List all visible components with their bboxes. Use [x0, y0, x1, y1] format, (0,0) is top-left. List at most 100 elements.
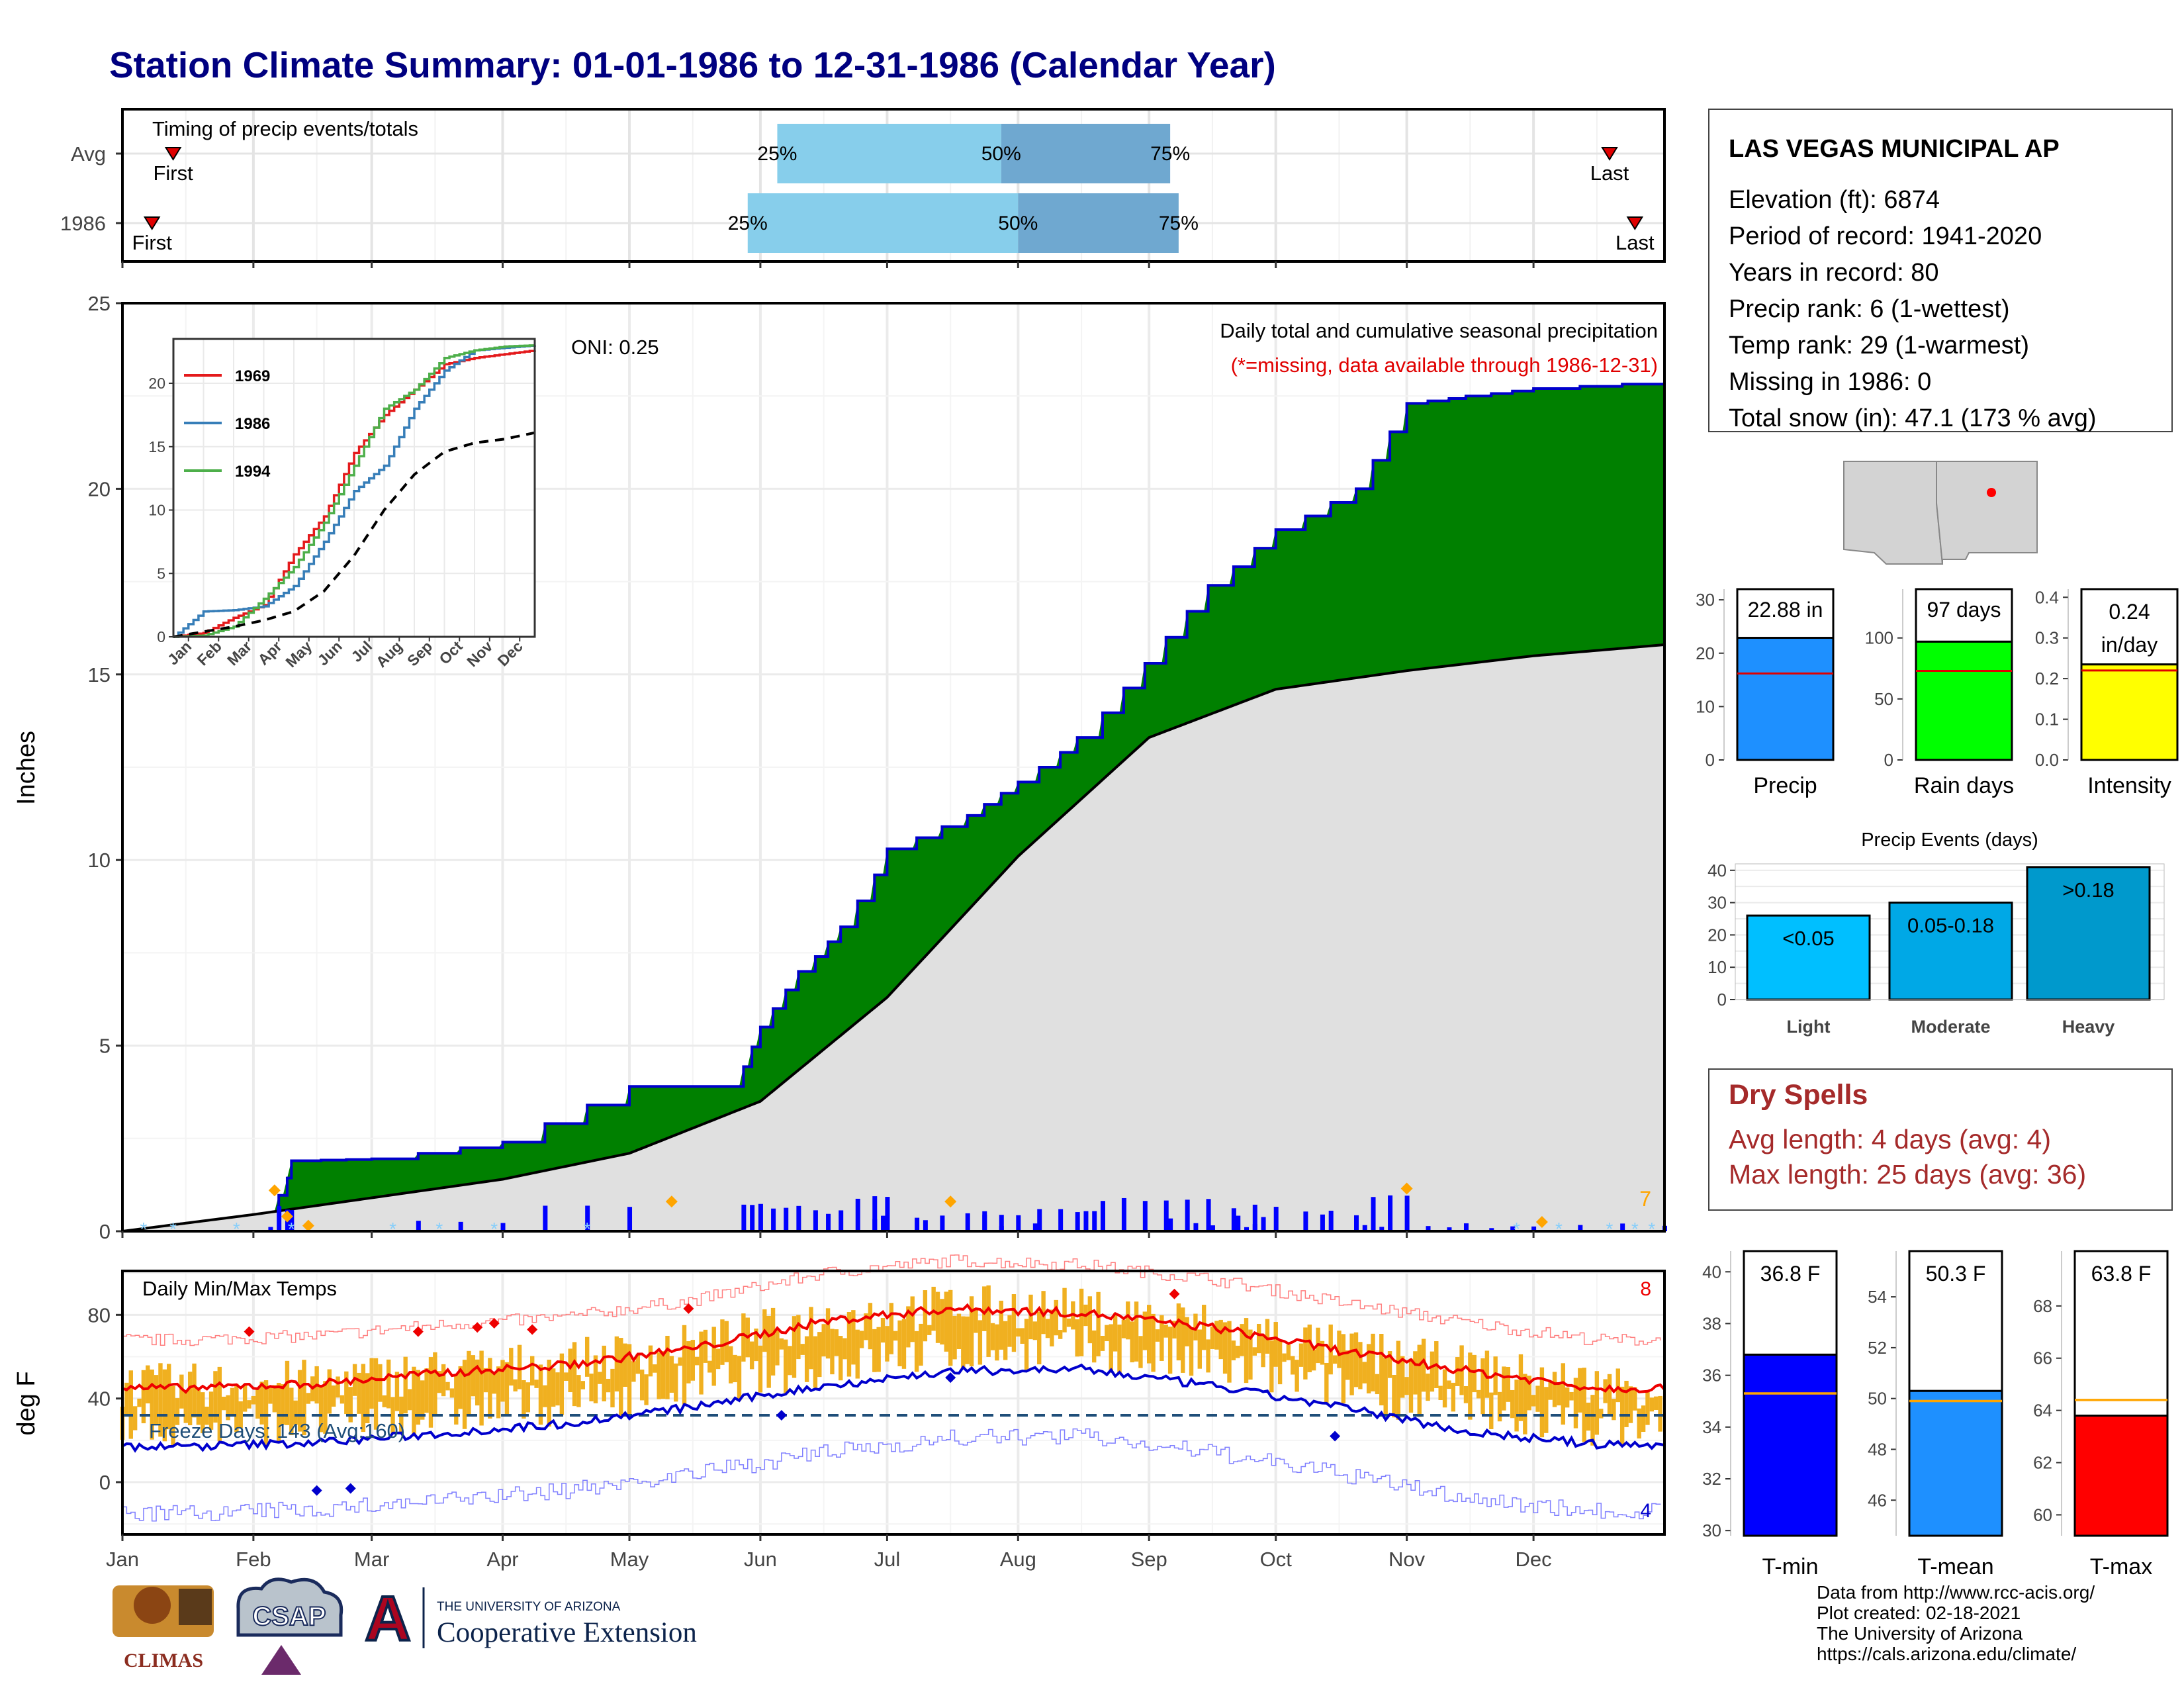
dry-spells-line: Max length: 25 days (avg: 36) [1729, 1159, 2086, 1190]
normal-max-line [122, 1303, 1666, 1394]
daily-precip-bar [758, 1203, 763, 1231]
ua-a-logo-bg [367, 1585, 408, 1644]
daily-temp-bar [293, 1400, 298, 1425]
temp-bar-headroom [2073, 1250, 2169, 1417]
daily-temp-bar [1181, 1307, 1185, 1373]
heavy-event-marker [302, 1219, 314, 1232]
snow-marker: * [1555, 1219, 1563, 1239]
daily-temp-bar [1569, 1391, 1574, 1401]
daily-temp-bar [1594, 1371, 1600, 1435]
daily-temp-bar [344, 1371, 349, 1415]
daily-temp-bar [1037, 1311, 1042, 1365]
daily-precip-bar [1620, 1223, 1625, 1231]
daily-temp-bar [796, 1315, 801, 1360]
dry-spells-title: Dry Spells [1729, 1079, 1868, 1111]
summary-bar-headroom [1736, 588, 1835, 639]
daily-precip-bar [1273, 1207, 1279, 1231]
daily-precip-bar [1236, 1215, 1241, 1231]
daily-temp-bar [1286, 1344, 1291, 1360]
daily-temp-bar [1599, 1409, 1604, 1419]
precip-missing-note: (*=missing, data available through 1986-… [1231, 353, 1658, 377]
daily-temp-bar [1210, 1326, 1215, 1349]
dry-spells-line: Avg length: 4 days (avg: 4) [1729, 1124, 2051, 1154]
temp-bar-headroom [1908, 1250, 2003, 1392]
daily-precip-bar [1252, 1224, 1257, 1231]
summary-value-bar [1736, 637, 1835, 761]
daily-temp-bar [428, 1357, 433, 1428]
precip-events-y-tick-label: 40 [1707, 861, 1727, 880]
y-tick-label: 25 [88, 292, 111, 315]
daily-temp-bar [420, 1380, 425, 1420]
temp-panel-title: Daily Min/Max Temps [142, 1277, 337, 1300]
daily-temp-bar [1054, 1299, 1058, 1336]
daily-temp-bar [876, 1327, 881, 1372]
daily-temp-bar [390, 1397, 395, 1433]
daily-temp-bar [1379, 1334, 1384, 1406]
daily-temp-bar [263, 1380, 269, 1446]
daily-temp-bar [1561, 1363, 1565, 1425]
month-tick-label: Sep [1131, 1548, 1167, 1571]
precip-events-frame [1735, 863, 2165, 1000]
daily-precip-bar [1447, 1227, 1452, 1231]
daily-temp-bar [1273, 1322, 1278, 1367]
daily-temp-bar [686, 1341, 691, 1383]
heavy-event-marker [1400, 1182, 1413, 1195]
daily-precip-bar [940, 1215, 945, 1231]
daily-temp-bar [1277, 1340, 1283, 1385]
daily-temp-bar [1371, 1333, 1375, 1391]
daily-temp-bar [602, 1345, 606, 1401]
daily-temp-bar [1366, 1344, 1371, 1393]
daily-temp-bar [1353, 1332, 1359, 1387]
daily-temp-bar [1392, 1375, 1396, 1418]
oni-label: ONI: 0.25 [571, 336, 659, 359]
daily-temp-bar [378, 1364, 383, 1402]
daily-temp-bar [1349, 1333, 1354, 1395]
daily-temp-bar [678, 1357, 682, 1366]
daily-temp-bar [1539, 1367, 1545, 1438]
daily-temp-bar [458, 1366, 463, 1409]
timing-bar-upper [1018, 193, 1179, 253]
month-tick-label: Jan [106, 1548, 139, 1571]
summary-bar-label: Precip [1753, 773, 1817, 798]
inset-y-tick-label: 5 [157, 565, 165, 582]
daily-temp-bar [1222, 1322, 1228, 1374]
precip-event-category-label: Moderate [1911, 1017, 1990, 1037]
daily-temp-bar [1612, 1399, 1616, 1421]
daily-temp-bar [660, 1351, 666, 1399]
daily-temp-bar [1016, 1328, 1021, 1337]
y-tick-label: 10 [88, 849, 111, 872]
daily-temp-bar [441, 1364, 446, 1397]
climas-emblem-sun [134, 1587, 171, 1624]
daily-temp-bar [361, 1364, 366, 1432]
daily-temp-bar [1430, 1351, 1435, 1392]
daily-precip-bar [965, 1213, 970, 1231]
daily-temp-bar [1050, 1309, 1054, 1346]
daily-temp-bar [868, 1303, 873, 1350]
y-tick-label: 5 [99, 1035, 111, 1058]
daily-temp-bar [1502, 1366, 1506, 1411]
temp-bar-y-tick-label: 30 [1702, 1521, 1721, 1540]
daily-precip-bar [277, 1206, 282, 1231]
snow-marker: * [140, 1219, 147, 1239]
record-high-marker [412, 1326, 424, 1337]
timing-75-label: 75% [1159, 212, 1199, 234]
daily-temp-bar [162, 1369, 167, 1442]
daily-temp-bar [1130, 1321, 1134, 1363]
page-title: Station Climate Summary: 01-01-1986 to 1… [109, 44, 1276, 85]
month-tick-label: May [610, 1548, 649, 1571]
inset-legend-label: 1969 [235, 367, 270, 385]
daily-temp-bar [242, 1383, 248, 1412]
inset-frame [172, 338, 536, 638]
snow-marker: * [1606, 1219, 1614, 1239]
daily-temp-bar [1624, 1380, 1629, 1427]
daily-temp-bar [809, 1307, 813, 1370]
summary-bar-headroom [2080, 588, 2179, 666]
y-tick-label: 20 [88, 477, 111, 500]
timing-bar-lower [777, 124, 1001, 183]
record-low-marker [311, 1485, 322, 1496]
freeze-days-label: Freeze Days: 143 (Avg:160) [149, 1419, 405, 1442]
inset-legend-label: 1986 [235, 415, 270, 433]
daily-temp-bar [525, 1382, 531, 1413]
daily-temp-bar [931, 1286, 936, 1331]
snow-marker: * [1513, 1219, 1520, 1239]
